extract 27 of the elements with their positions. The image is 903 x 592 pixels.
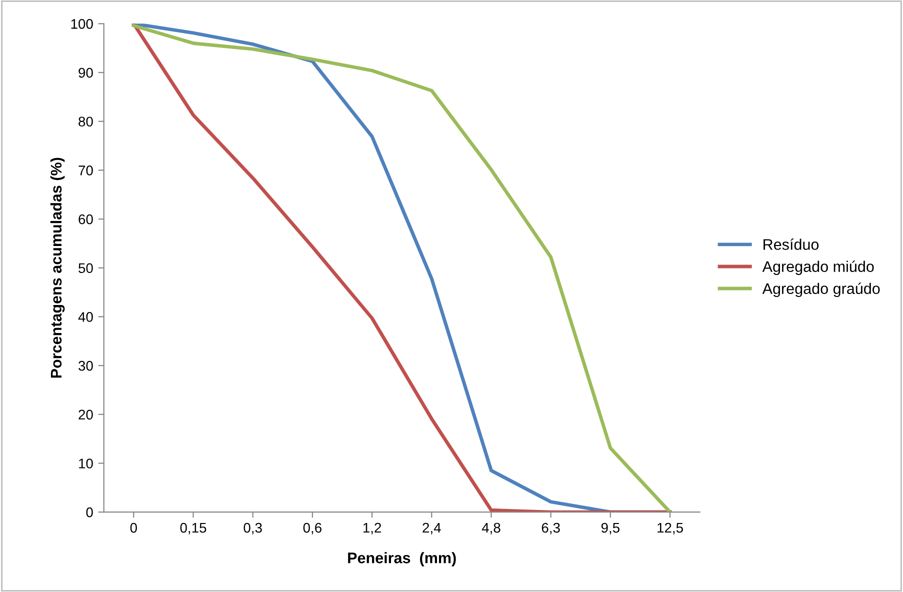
line-series [132, 24, 672, 512]
legend-label: Resíduo [764, 238, 819, 250]
y-tick-label: 50 [78, 263, 93, 274]
y-tick-label: 60 [78, 214, 93, 224]
x-tick-label: 0,3 [244, 522, 262, 534]
y-tick-label: 20 [78, 410, 93, 420]
legend-label: Agregado miúdo [762, 260, 874, 275]
legend-label: Agregado graúdo [762, 282, 880, 298]
x-tick-label: 12,5 [658, 522, 683, 534]
x-tick-label: 6,3 [542, 522, 560, 534]
y-tick-label: 70 [78, 166, 93, 176]
y-tick-label: 40 [78, 312, 93, 322]
y-tick-label: 80 [78, 116, 93, 127]
x-tick-label: 9,5 [601, 522, 620, 534]
x-tick-label: 0,15 [180, 522, 206, 534]
x-axis-title: Peneiras (mm) [348, 552, 456, 566]
x-tick-label: 0 [130, 522, 137, 533]
y-tick-label: 100 [71, 19, 93, 29]
y-tick-label: 10 [79, 458, 93, 468]
x-tick-label: 2,4 [422, 522, 441, 534]
y-tick-label: 90 [78, 68, 93, 78]
y-tick-label: 0 [86, 507, 93, 518]
x-tick-label: 1,2 [363, 522, 381, 534]
x-tick-label: 4,8 [482, 522, 500, 534]
y-tick-label: 30 [78, 360, 93, 371]
y-axis-title: Porcentagens acumuladas (%) [50, 158, 65, 378]
x-tick-label: 0,6 [303, 522, 322, 534]
